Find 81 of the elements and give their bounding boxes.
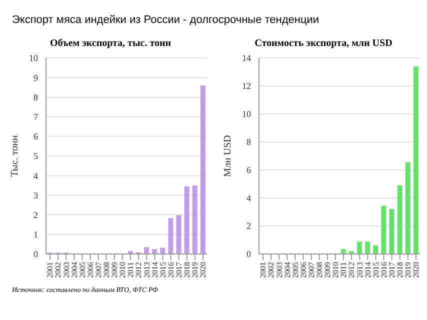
y-tick-label: 12: [242, 81, 251, 92]
y-tick-label: 8: [34, 92, 38, 102]
bar: [405, 162, 410, 254]
x-tick-label: 2014: [363, 262, 372, 278]
x-tick-label: 2001: [258, 262, 268, 278]
x-tick-label: 2009: [110, 262, 120, 278]
y-tick-label: 8: [246, 137, 252, 148]
x-tick-label: 2010: [118, 262, 128, 278]
bar: [160, 248, 166, 254]
bar: [176, 215, 182, 254]
x-tick-label: 2019: [190, 262, 200, 278]
y-tick-label: 0: [34, 249, 38, 260]
x-tick-label: 2016: [379, 262, 388, 278]
x-tick-label: 2002: [54, 262, 63, 278]
bar: [381, 206, 386, 254]
x-tick-label: 2001: [46, 262, 55, 278]
bar: [200, 85, 206, 254]
y-tick-label: 2: [246, 221, 251, 232]
x-tick-label: 2010: [331, 262, 340, 278]
x-tick-label: 2002: [266, 262, 276, 278]
x-tick-label: 2011: [126, 262, 136, 278]
bar: [365, 242, 370, 254]
x-tick-label: 2017: [174, 262, 184, 278]
bar: [144, 247, 150, 254]
x-tick-label: 2008: [315, 262, 324, 278]
bar: [340, 249, 346, 254]
y-tick-label: 0: [246, 249, 252, 260]
x-tick-label: 2014: [150, 262, 160, 278]
x-tick-label: 2013: [355, 262, 364, 278]
x-tick-label: 2005: [290, 262, 300, 278]
y-tick-label: 4: [246, 193, 252, 204]
x-tick-label: 2003: [274, 262, 284, 278]
y-tick-label: 6: [34, 132, 38, 142]
x-tick-label: 2007: [307, 262, 316, 278]
x-tick-label: 2020: [198, 262, 208, 278]
y-tick-label: 3: [34, 190, 38, 200]
x-tick-label: 2008: [102, 262, 112, 278]
y-tick-label: 1: [34, 230, 38, 240]
bar: [397, 185, 402, 254]
y-tick-label: 6: [246, 165, 252, 176]
x-tick-label: 2019: [404, 262, 413, 278]
x-tick-label: 2004: [282, 262, 292, 278]
x-tick-label: 2013: [142, 262, 152, 278]
y-tick-label: 10: [29, 53, 38, 64]
bar: [357, 242, 362, 254]
x-tick-label: 2003: [62, 262, 71, 278]
x-tick-label: 2006: [86, 262, 95, 278]
x-tick-label: 2020: [412, 262, 421, 278]
x-tick-label: 2006: [298, 262, 308, 278]
x-tick-label: 2015: [371, 262, 380, 278]
x-tick-label: 2012: [347, 262, 356, 278]
x-tick-label: 2018: [182, 262, 192, 278]
y-tick-label: 14: [242, 53, 252, 64]
y-tick-label: 9: [34, 72, 38, 83]
x-tick-label: 2018: [396, 262, 405, 278]
chart-title: Стоимость экспорта, млн USD: [254, 38, 394, 51]
y-axis-title: Тыс. тонн: [10, 134, 21, 177]
bar: [373, 245, 378, 254]
x-tick-label: 2009: [323, 262, 332, 278]
bar: [389, 208, 394, 254]
bar: [413, 66, 418, 254]
x-tick-label: 2007: [94, 262, 104, 278]
y-tick-label: 10: [242, 109, 252, 120]
y-tick-label: 2: [34, 210, 38, 220]
text: Экспорт мяса индейки из России - долгосрочные тенденции: [11, 13, 320, 28]
y-tick-label: 4: [34, 170, 38, 181]
y-tick-label: 7: [34, 112, 38, 122]
y-tick-label: 5: [34, 151, 38, 162]
x-tick-label: 2012: [134, 262, 144, 278]
bar: [168, 218, 174, 254]
x-tick-label: 2005: [78, 262, 87, 278]
x-tick-label: 2016: [166, 262, 176, 278]
x-tick-label: 2017: [388, 262, 397, 278]
x-tick-label: 2011: [339, 262, 348, 278]
bar: [152, 249, 158, 254]
x-tick-label: 2004: [70, 262, 79, 278]
bar: [192, 185, 198, 254]
bar: [184, 186, 190, 254]
y-axis-title: Млн USD: [222, 135, 234, 177]
x-tick-label: 2015: [158, 262, 168, 278]
chart-title: Объем экспорта, тыс. тонн: [48, 38, 172, 51]
